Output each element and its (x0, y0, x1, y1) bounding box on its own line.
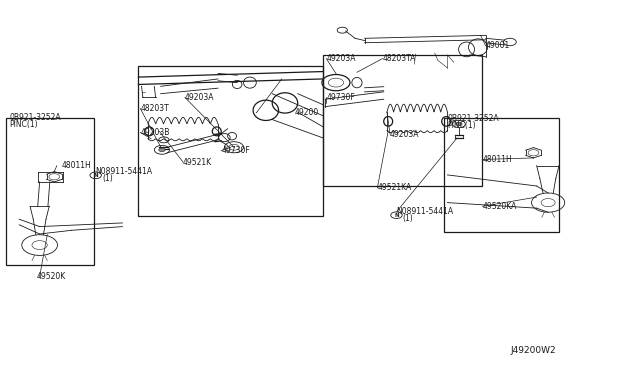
Text: 49520K: 49520K (36, 272, 66, 281)
Text: 49203A: 49203A (185, 93, 214, 102)
Text: 49203A: 49203A (326, 54, 356, 63)
Text: 0B921-3252A: 0B921-3252A (9, 113, 61, 122)
Text: 48203T: 48203T (140, 104, 169, 113)
Text: N08911-5441A: N08911-5441A (96, 167, 153, 176)
Text: N: N (93, 173, 98, 178)
Text: 49730F: 49730F (221, 146, 250, 155)
Text: 49730F: 49730F (326, 93, 355, 102)
Text: 49520KA: 49520KA (483, 202, 517, 211)
Text: 49203A: 49203A (390, 130, 420, 139)
Text: (1): (1) (102, 174, 113, 183)
Text: 49521K: 49521K (183, 157, 212, 167)
Text: PINC(1): PINC(1) (447, 121, 476, 130)
Text: 48011H: 48011H (62, 161, 92, 170)
Text: N: N (394, 213, 399, 218)
Text: 49001: 49001 (486, 41, 510, 50)
Text: 48011H: 48011H (483, 155, 512, 164)
Text: 49521KA: 49521KA (378, 183, 412, 192)
Text: 0B921-3252A: 0B921-3252A (447, 114, 499, 123)
Text: J49200W2: J49200W2 (510, 346, 556, 355)
Circle shape (456, 122, 462, 126)
Circle shape (159, 148, 165, 152)
Text: 48203TA: 48203TA (383, 54, 416, 63)
Text: (1): (1) (403, 214, 413, 223)
Text: 49203B: 49203B (140, 128, 170, 137)
Text: N08911-5441A: N08911-5441A (396, 207, 454, 217)
Text: PINC(1): PINC(1) (9, 120, 38, 129)
Text: 49200: 49200 (294, 108, 319, 118)
